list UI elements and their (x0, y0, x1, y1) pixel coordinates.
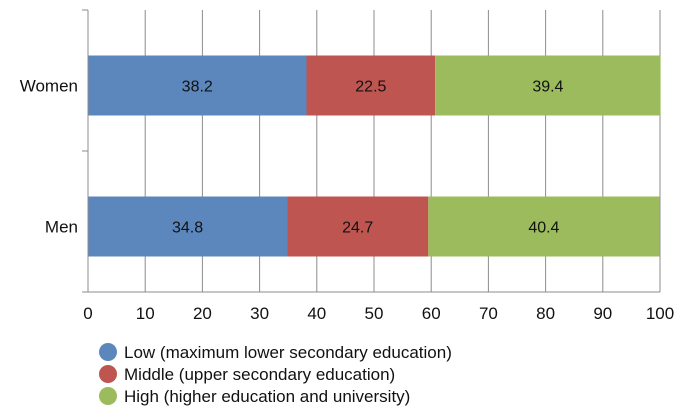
y-category-label: Women (20, 77, 78, 96)
bar-data-label: 40.4 (528, 220, 559, 237)
y-category-label: Men (45, 218, 78, 237)
bar-segment (428, 196, 660, 257)
bar-segment (88, 196, 288, 257)
legend: Low (maximum lower secondary education) M… (99, 343, 452, 406)
x-tick-label: 10 (136, 304, 155, 323)
bar-segment (435, 55, 661, 116)
x-tick-label: 50 (365, 304, 384, 323)
legend-label: High (higher education and university) (124, 387, 410, 406)
x-tick-label: 90 (593, 304, 612, 323)
legend-label: Low (maximum lower secondary education) (124, 343, 452, 362)
bar-data-label: 24.7 (342, 220, 373, 237)
bar-data-label: 39.4 (532, 79, 563, 96)
bars: 38.2 22.5 39.4 34.8 24.7 40.4 (88, 55, 661, 257)
bar-segment (306, 55, 436, 116)
axes: 0 10 20 30 40 50 60 70 80 90 100 Women Men (20, 9, 674, 323)
x-tick-label: 60 (422, 304, 441, 323)
legend-marker (99, 365, 117, 383)
bar-data-label: 34.8 (172, 220, 203, 237)
x-tick-label: 20 (193, 304, 212, 323)
bar-segment (287, 196, 429, 257)
x-tick-label: 70 (479, 304, 498, 323)
x-tick-label: 100 (646, 304, 674, 323)
bar-data-label: 22.5 (355, 79, 386, 96)
bar-data-label: 38.2 (182, 79, 213, 96)
x-tick-label: 30 (250, 304, 269, 323)
legend-marker (99, 343, 117, 361)
bar-segment (88, 55, 307, 116)
x-tick-label: 0 (83, 304, 92, 323)
x-tick-label: 80 (536, 304, 555, 323)
legend-label: Middle (upper secondary education) (124, 365, 395, 384)
legend-marker (99, 387, 117, 405)
x-tick-label: 40 (307, 304, 326, 323)
